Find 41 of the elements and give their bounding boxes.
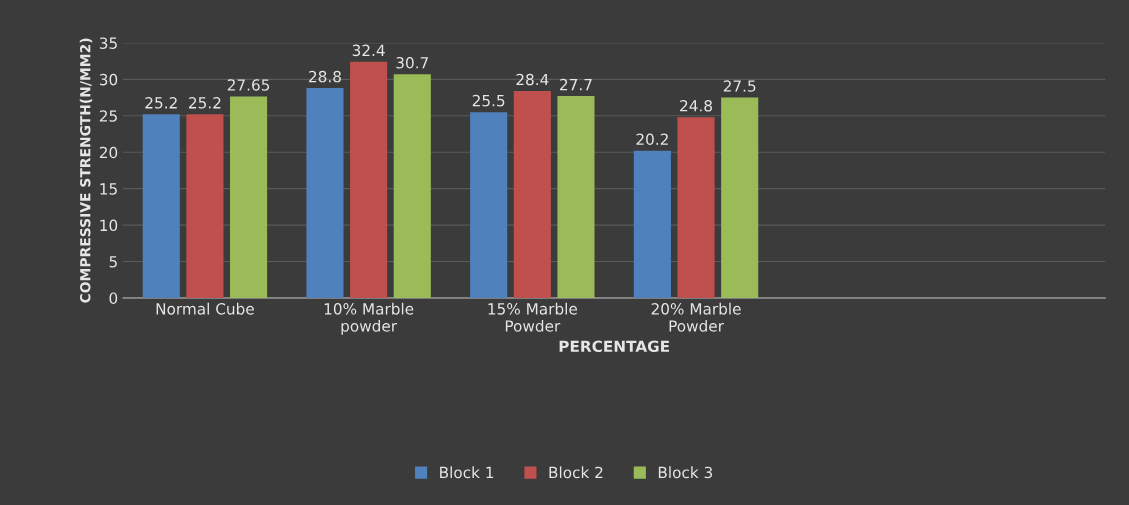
y-tick-label: 5 (109, 256, 117, 268)
data-label: 25.2 (145, 97, 177, 109)
data-label: 32.4 (352, 44, 385, 57)
legend-label: Block 2 (549, 466, 603, 479)
bar (557, 96, 595, 298)
y-tick-label: 25 (99, 110, 117, 122)
y-tick-label: 15 (100, 183, 117, 195)
y-axis-title: COMPRESSIVE STRENGTH(N/MM2) (79, 38, 93, 303)
y-tick-label: 20 (99, 146, 118, 159)
x-tick-label: 20% Marble Powder (651, 302, 741, 332)
x-tick-label: Normal Cube (156, 302, 254, 315)
x-axis-title: PERCENTAGE (559, 340, 669, 353)
data-label: 28.8 (309, 70, 341, 83)
y-tick-label: 35 (99, 37, 117, 49)
y-tick-label: 30 (99, 73, 118, 86)
bar (721, 97, 759, 298)
bar (677, 117, 715, 298)
bar (350, 61, 388, 298)
data-label: 25.5 (472, 94, 505, 107)
bar (186, 114, 224, 298)
legend-label: Block 1 (440, 466, 494, 479)
x-tick-label: 10% Marble powder (324, 302, 414, 335)
bar (633, 150, 671, 298)
bar (142, 114, 180, 298)
y-tick-label: 10 (100, 219, 118, 232)
bar (470, 112, 508, 298)
bar (230, 96, 268, 298)
bar (306, 88, 344, 298)
data-label: 30.7 (396, 56, 428, 69)
legend-label: Block 3 (658, 466, 713, 479)
data-label: 25.2 (189, 97, 221, 109)
data-label: 20.2 (636, 133, 668, 146)
bar (513, 91, 551, 298)
data-label: 27.7 (560, 78, 592, 91)
data-label: 24.8 (680, 99, 712, 112)
data-label: 27.65 (227, 79, 270, 91)
data-label: 28.4 (516, 73, 549, 86)
data-label: 27.5 (723, 80, 756, 92)
x-tick-label: 15% Marble Powder (488, 302, 577, 332)
bar (393, 74, 431, 298)
y-tick-label: 0 (109, 292, 118, 304)
